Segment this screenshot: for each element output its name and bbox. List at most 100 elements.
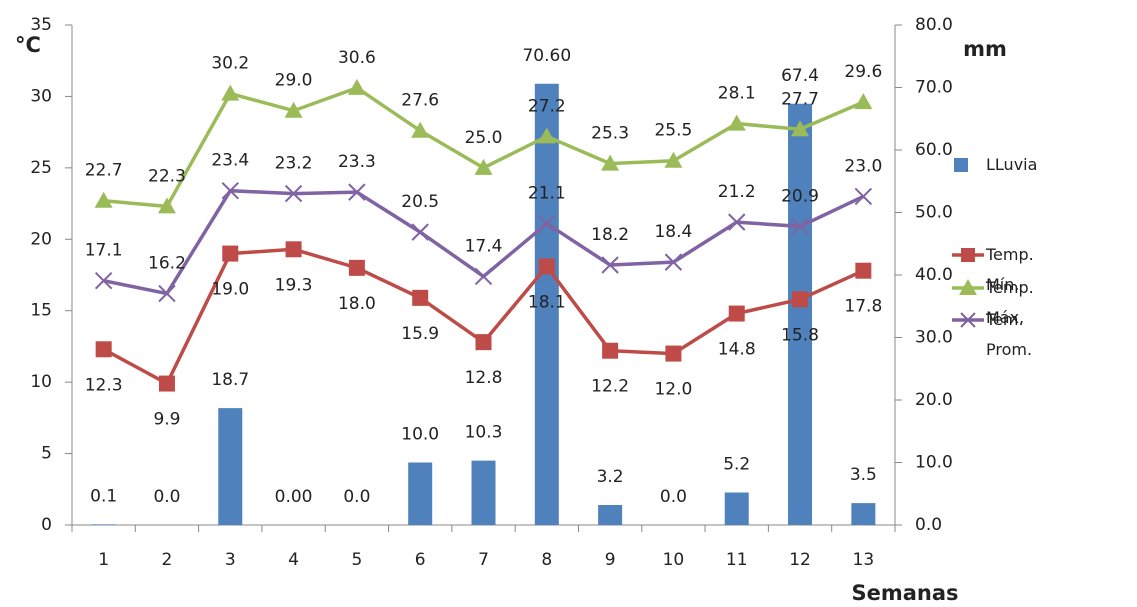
marker: [348, 183, 366, 201]
x-tick-label: 11: [726, 550, 748, 570]
y-tick-label: 10: [30, 372, 52, 392]
marker: [728, 213, 746, 231]
y-axis-title: °C: [15, 33, 41, 57]
y2-tick-label: 0.0: [915, 515, 942, 535]
data-label: 22.3: [148, 166, 186, 186]
x-tick-label: 9: [605, 550, 616, 570]
marker: [791, 217, 809, 236]
bar: [851, 503, 876, 525]
legend-label: LLuvia: [986, 155, 1038, 174]
bar: [218, 408, 243, 525]
marker: [792, 291, 809, 308]
legend-swatch: [952, 248, 984, 262]
legend-label: Temp. Mín.: [986, 245, 1034, 294]
legend-label: Tem. Prom.: [986, 310, 1033, 359]
data-label: 67.4: [781, 66, 819, 86]
x-tick-label: 6: [415, 550, 426, 570]
marker: [664, 151, 683, 168]
y-tick-label: 0: [41, 515, 52, 535]
y-tick-label: 5: [41, 444, 52, 464]
data-label: 19.3: [275, 275, 313, 295]
data-label: 17.1: [85, 241, 123, 261]
bar: [471, 460, 496, 525]
marker: [221, 182, 239, 200]
marker: [348, 259, 365, 276]
y2-axis-title: mm: [963, 37, 1007, 61]
y2-tick-label: 80.0: [915, 15, 953, 35]
data-label: 18.0: [338, 294, 376, 314]
bar: [534, 83, 559, 525]
data-label: 0.1: [90, 486, 117, 506]
data-label: 70.60: [522, 46, 571, 66]
bar: [408, 462, 433, 525]
x-tick-label: 5: [351, 550, 362, 570]
data-label: 25.5: [654, 121, 692, 141]
data-label: 20.5: [401, 192, 439, 212]
data-label: 0.0: [660, 487, 687, 507]
x-tick-label: 10: [663, 550, 685, 570]
x-tick-label: 3: [225, 550, 236, 570]
data-label: 28.1: [718, 84, 756, 104]
data-label: 17.4: [465, 236, 503, 256]
y2-tick-label: 40.0: [915, 265, 953, 285]
data-label: 15.9: [401, 324, 439, 344]
data-label: 23.4: [211, 151, 249, 171]
bar: [91, 524, 116, 525]
data-label: 23.3: [338, 152, 376, 172]
legend-swatch: [952, 279, 984, 295]
y2-tick-label: 10.0: [915, 453, 953, 473]
legend-swatch: [952, 312, 984, 328]
marker: [791, 120, 810, 137]
marker: [94, 191, 113, 208]
data-label: 30.6: [338, 48, 376, 68]
data-label: 10.3: [465, 423, 503, 443]
marker: [222, 245, 239, 262]
marker: [538, 214, 556, 233]
bar: [724, 492, 749, 525]
data-label: 25.3: [591, 124, 629, 144]
data-label: 0.0: [153, 487, 180, 507]
data-label: 23.0: [844, 156, 882, 176]
y2-tick-label: 30.0: [915, 328, 953, 348]
legend-entry: Tem. Prom.: [950, 305, 1046, 365]
legend-entry: Temp. Máx.: [950, 273, 1046, 333]
legend-entry: Temp. Mín.: [950, 240, 1046, 300]
data-label: 18.2: [591, 225, 629, 245]
data-label: 30.2: [211, 54, 249, 74]
y-tick-label: 35: [30, 15, 52, 35]
data-label: 18.7: [211, 370, 249, 390]
data-label: 17.8: [844, 297, 882, 317]
marker: [411, 223, 429, 241]
marker: [94, 272, 113, 290]
data-label: 12.8: [465, 368, 503, 388]
marker: [855, 262, 872, 279]
data-label: 27.6: [401, 91, 439, 111]
marker: [347, 78, 366, 95]
legend-label: Temp. Máx.: [986, 278, 1034, 327]
x-axis-title: Semanas: [851, 581, 958, 605]
data-label: 29.6: [844, 62, 882, 82]
data-label: 27.2: [528, 96, 566, 116]
x-tick-label: 2: [162, 550, 173, 570]
legend-swatch: [954, 158, 968, 172]
data-label: 21.1: [528, 184, 566, 204]
data-label: 12.0: [654, 380, 692, 400]
marker: [728, 305, 745, 322]
marker: [158, 284, 176, 303]
x-tick-label: 8: [541, 550, 552, 570]
data-label: 29.0: [275, 71, 313, 91]
data-label: 25.0: [465, 128, 503, 148]
marker: [411, 121, 430, 138]
marker: [158, 375, 175, 392]
data-label: 23.2: [275, 154, 313, 174]
y2-tick-label: 60.0: [915, 140, 953, 160]
marker: [854, 187, 873, 206]
marker: [664, 253, 683, 271]
data-label: 12.2: [591, 377, 629, 397]
data-label: 20.9: [781, 186, 819, 206]
line: [102, 247, 865, 386]
data-label: 16.2: [148, 254, 186, 274]
data-label: 27.7: [781, 89, 819, 109]
